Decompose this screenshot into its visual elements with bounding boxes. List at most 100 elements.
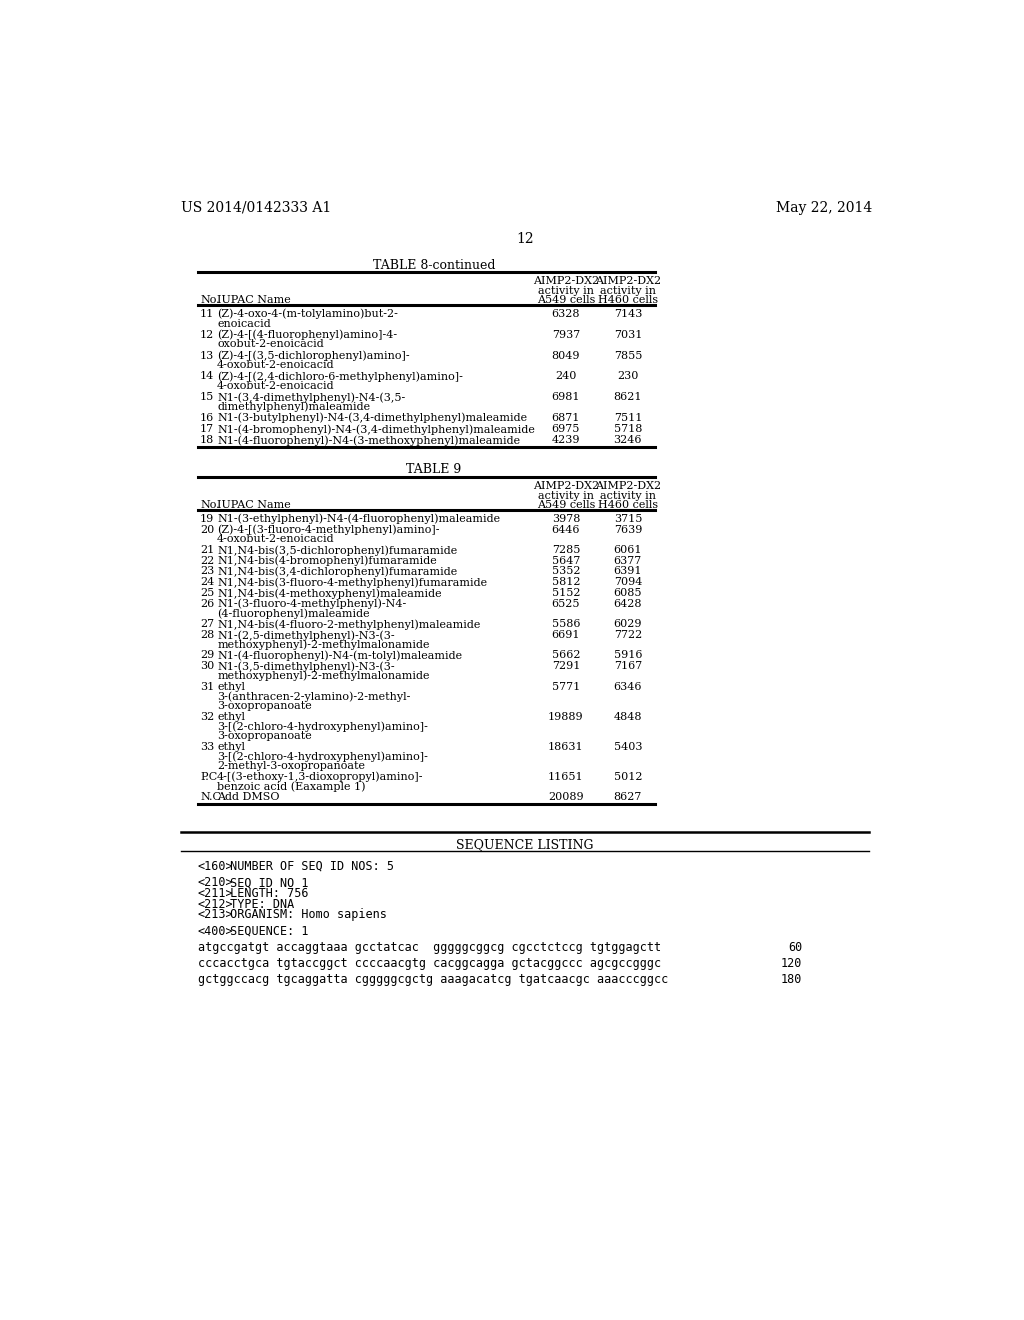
Text: May 22, 2014: May 22, 2014 <box>776 201 872 215</box>
Text: 60: 60 <box>788 941 802 954</box>
Text: Add DMSO: Add DMSO <box>217 792 280 803</box>
Text: (4-fluorophenyl)maleamide: (4-fluorophenyl)maleamide <box>217 609 370 619</box>
Text: IUPAC Name: IUPAC Name <box>217 296 291 305</box>
Text: SEQUENCE LISTING: SEQUENCE LISTING <box>456 838 594 851</box>
Text: 5586: 5586 <box>552 619 581 630</box>
Text: (Z)-4-[(3,5-dichlorophenyl)amino]-: (Z)-4-[(3,5-dichlorophenyl)amino]- <box>217 351 410 362</box>
Text: 11: 11 <box>200 309 214 319</box>
Text: AIMP2-DX2: AIMP2-DX2 <box>595 480 660 491</box>
Text: 4239: 4239 <box>552 436 581 445</box>
Text: P.C: P.C <box>200 772 217 781</box>
Text: 7143: 7143 <box>613 309 642 319</box>
Text: 4-oxobut-2-enoicacid: 4-oxobut-2-enoicacid <box>217 381 335 391</box>
Text: <212>: <212> <box>198 898 233 911</box>
Text: AIMP2-DX2: AIMP2-DX2 <box>595 276 660 286</box>
Text: N1,N4-bis(4-methoxyphenyl)maleamide: N1,N4-bis(4-methoxyphenyl)maleamide <box>217 589 441 599</box>
Text: 20: 20 <box>200 524 214 535</box>
Text: 13: 13 <box>200 351 214 360</box>
Text: <211>: <211> <box>198 887 233 900</box>
Text: enoicacid: enoicacid <box>217 318 271 329</box>
Text: No.: No. <box>200 296 220 305</box>
Text: 33: 33 <box>200 742 214 751</box>
Text: 5718: 5718 <box>613 424 642 434</box>
Text: 7285: 7285 <box>552 545 580 554</box>
Text: 5403: 5403 <box>613 742 642 751</box>
Text: 25: 25 <box>200 589 214 598</box>
Text: 3-(anthracen-2-ylamino)-2-methyl-: 3-(anthracen-2-ylamino)-2-methyl- <box>217 692 411 702</box>
Text: N1-(4-fluorophenyl)-N4-(m-tolyl)maleamide: N1-(4-fluorophenyl)-N4-(m-tolyl)maleamid… <box>217 651 462 661</box>
Text: 19889: 19889 <box>548 711 584 722</box>
Text: 7937: 7937 <box>552 330 580 339</box>
Text: activity in: activity in <box>600 491 656 500</box>
Text: AIMP2-DX2: AIMP2-DX2 <box>532 480 599 491</box>
Text: 3-oxopropanoate: 3-oxopropanoate <box>217 701 312 711</box>
Text: 3715: 3715 <box>613 513 642 524</box>
Text: (Z)-4-oxo-4-(m-tolylamino)but-2-: (Z)-4-oxo-4-(m-tolylamino)but-2- <box>217 309 398 319</box>
Text: 6029: 6029 <box>613 619 642 630</box>
Text: 21: 21 <box>200 545 214 554</box>
Text: benzoic acid (Eaxample 1): benzoic acid (Eaxample 1) <box>217 781 366 792</box>
Text: 5012: 5012 <box>613 772 642 781</box>
Text: gctggccacg tgcaggatta cgggggcgctg aaagacatcg tgatcaacgc aaacccggcc: gctggccacg tgcaggatta cgggggcgctg aaagac… <box>198 973 668 986</box>
Text: 6391: 6391 <box>613 566 642 577</box>
Text: 19: 19 <box>200 513 214 524</box>
Text: N1-(4-bromophenyl)-N4-(3,4-dimethylphenyl)maleamide: N1-(4-bromophenyl)-N4-(3,4-dimethylpheny… <box>217 424 535 434</box>
Text: 15: 15 <box>200 392 214 403</box>
Text: activity in: activity in <box>600 286 656 296</box>
Text: ethyl: ethyl <box>217 711 245 722</box>
Text: (Z)-4-[(3-fluoro-4-methylphenyl)amino]-: (Z)-4-[(3-fluoro-4-methylphenyl)amino]- <box>217 524 439 535</box>
Text: (Z)-4-[(4-fluorophenyl)amino]-4-: (Z)-4-[(4-fluorophenyl)amino]-4- <box>217 330 397 341</box>
Text: N.C: N.C <box>200 792 221 803</box>
Text: 16: 16 <box>200 413 214 422</box>
Text: (Z)-4-[(2,4-dichloro-6-methylphenyl)amino]-: (Z)-4-[(2,4-dichloro-6-methylphenyl)amin… <box>217 371 463 381</box>
Text: TYPE: DNA: TYPE: DNA <box>223 898 294 911</box>
Text: <160>: <160> <box>198 859 233 873</box>
Text: 6085: 6085 <box>613 589 642 598</box>
Text: N1,N4-bis(3-fluoro-4-methylphenyl)fumaramide: N1,N4-bis(3-fluoro-4-methylphenyl)fumara… <box>217 577 487 587</box>
Text: 6346: 6346 <box>613 681 642 692</box>
Text: <210>: <210> <box>198 876 233 890</box>
Text: 5647: 5647 <box>552 556 580 566</box>
Text: 14: 14 <box>200 371 214 381</box>
Text: SEQ ID NO 1: SEQ ID NO 1 <box>223 876 308 890</box>
Text: ORGANISM: Homo sapiens: ORGANISM: Homo sapiens <box>223 908 387 921</box>
Text: A549 cells: A549 cells <box>537 296 595 305</box>
Text: N1-(4-fluorophenyl)-N4-(3-methoxyphenyl)maleamide: N1-(4-fluorophenyl)-N4-(3-methoxyphenyl)… <box>217 436 520 446</box>
Text: N1-(3-butylphenyl)-N4-(3,4-dimethylphenyl)maleamide: N1-(3-butylphenyl)-N4-(3,4-dimethylpheny… <box>217 413 527 424</box>
Text: 18: 18 <box>200 436 214 445</box>
Text: 7855: 7855 <box>613 351 642 360</box>
Text: 30: 30 <box>200 661 214 671</box>
Text: 8627: 8627 <box>613 792 642 803</box>
Text: 7291: 7291 <box>552 661 580 671</box>
Text: 7722: 7722 <box>613 630 642 640</box>
Text: No.: No. <box>200 500 220 511</box>
Text: 6446: 6446 <box>552 524 581 535</box>
Text: 6428: 6428 <box>613 599 642 609</box>
Text: <400>: <400> <box>198 924 233 937</box>
Text: LENGTH: 756: LENGTH: 756 <box>223 887 308 900</box>
Text: 3246: 3246 <box>613 436 642 445</box>
Text: 5916: 5916 <box>613 651 642 660</box>
Text: 230: 230 <box>617 371 639 381</box>
Text: SEQUENCE: 1: SEQUENCE: 1 <box>223 924 308 937</box>
Text: 32: 32 <box>200 711 214 722</box>
Text: 5352: 5352 <box>552 566 581 577</box>
Text: TABLE 9: TABLE 9 <box>407 463 462 477</box>
Text: activity in: activity in <box>538 286 594 296</box>
Text: 3-[(2-chloro-4-hydroxyphenyl)amino]-: 3-[(2-chloro-4-hydroxyphenyl)amino]- <box>217 721 428 731</box>
Text: AIMP2-DX2: AIMP2-DX2 <box>532 276 599 286</box>
Text: 6981: 6981 <box>552 392 581 403</box>
Text: 28: 28 <box>200 630 214 640</box>
Text: 31: 31 <box>200 681 214 692</box>
Text: 8049: 8049 <box>552 351 581 360</box>
Text: 6061: 6061 <box>613 545 642 554</box>
Text: 20089: 20089 <box>548 792 584 803</box>
Text: N1-(3,5-dimethylphenyl)-N3-(3-: N1-(3,5-dimethylphenyl)-N3-(3- <box>217 661 394 672</box>
Text: 12: 12 <box>516 231 534 246</box>
Text: ethyl: ethyl <box>217 742 245 751</box>
Text: N1-(2,5-dimethylphenyl)-N3-(3-: N1-(2,5-dimethylphenyl)-N3-(3- <box>217 630 394 640</box>
Text: 7639: 7639 <box>613 524 642 535</box>
Text: 6975: 6975 <box>552 424 580 434</box>
Text: 12: 12 <box>200 330 214 339</box>
Text: H460 cells: H460 cells <box>598 296 658 305</box>
